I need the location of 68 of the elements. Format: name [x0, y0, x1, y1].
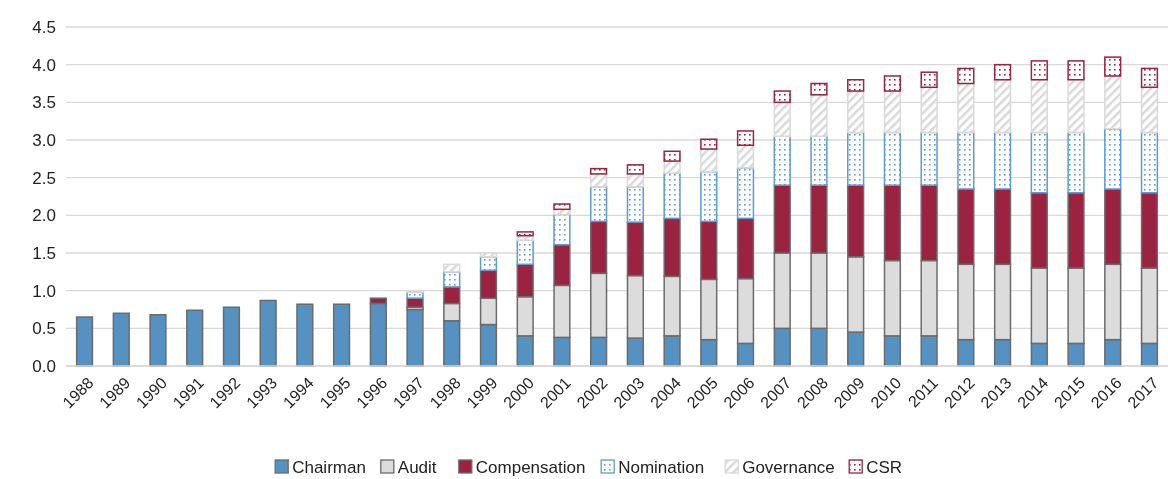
bar [883, 131, 902, 186]
bar [332, 303, 351, 367]
legend-label: Governance [742, 457, 835, 477]
bar [516, 231, 534, 237]
bar [112, 312, 130, 367]
bar [810, 135, 828, 186]
bar [1104, 127, 1122, 190]
bar [186, 309, 204, 367]
bar [1140, 67, 1159, 89]
bar [663, 160, 681, 174]
bar [553, 213, 571, 246]
bar [1104, 56, 1122, 77]
bar [700, 170, 718, 223]
bar [920, 71, 938, 89]
bar [443, 263, 461, 273]
bar [516, 239, 534, 266]
bar [75, 316, 94, 367]
y-tick-label: 1.5 [32, 243, 56, 263]
bar [1067, 60, 1085, 81]
bar [149, 314, 167, 367]
y-tick-label: 3.5 [32, 93, 56, 113]
legend-label: Chairman [292, 457, 366, 477]
bar [589, 167, 608, 175]
bar [406, 297, 424, 308]
bar [920, 131, 938, 186]
bar [773, 135, 791, 186]
legend-label: Audit [397, 457, 437, 477]
legend-label: Nomination [618, 457, 705, 477]
y-tick-label: 2.0 [32, 206, 56, 226]
bar [296, 303, 314, 367]
bar [736, 144, 755, 169]
bar [957, 67, 975, 85]
bar [553, 203, 571, 211]
bar [1030, 131, 1048, 194]
bar [847, 78, 865, 92]
bar [259, 299, 277, 367]
bar [663, 150, 681, 162]
y-tick-label: 4.5 [32, 17, 56, 37]
bar [1140, 131, 1159, 194]
bar [1067, 131, 1085, 194]
bar [1030, 60, 1048, 81]
bar [773, 101, 791, 137]
legend-label: Compensation [475, 457, 586, 477]
bar [443, 271, 461, 288]
y-tick-label: 4.0 [32, 55, 56, 75]
bar [847, 131, 865, 186]
bar [626, 164, 645, 175]
bar [993, 63, 1012, 81]
y-tick-label: 1.0 [32, 281, 56, 301]
y-tick-label: 0.5 [32, 319, 56, 339]
bar [700, 148, 718, 173]
bar [406, 308, 424, 367]
bar [810, 82, 828, 96]
bar [993, 131, 1012, 190]
bar [663, 172, 681, 220]
legend-label: CSR [866, 457, 903, 477]
bar [736, 130, 755, 147]
bar [773, 90, 791, 104]
y-tick-label: 2.5 [32, 168, 56, 188]
y-tick-label: 0.0 [32, 356, 56, 376]
bar [222, 306, 241, 367]
bar [957, 131, 975, 190]
y-tick-label: 3.0 [32, 130, 56, 150]
bar [736, 167, 755, 220]
bar [883, 75, 902, 92]
bar [700, 138, 718, 150]
bar [626, 185, 645, 223]
bar [589, 185, 608, 223]
